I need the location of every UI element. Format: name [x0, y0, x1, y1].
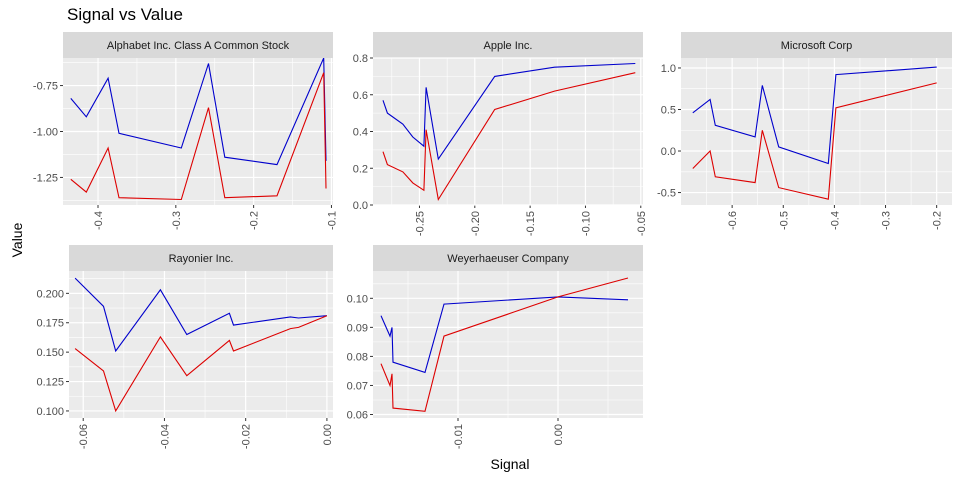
x-tick-label: -0.25: [414, 211, 426, 236]
x-tick-label: -0.5: [778, 211, 790, 230]
facet-strip: [681, 32, 952, 58]
y-tick-label: -0.5: [657, 188, 676, 200]
y-tick-label: 0.175: [36, 318, 64, 330]
series-line: [692, 82, 937, 200]
y-tick-label: -0.75: [33, 81, 58, 93]
facet-title: Rayonier Inc.: [169, 253, 234, 265]
chart-title: Signal vs Value: [67, 5, 183, 24]
y-tick-label: -1.25: [33, 172, 58, 184]
y-tick-label: 0.2: [353, 163, 368, 175]
facet-panel: Alphabet Inc. Class A Common Stock -0.4 -0…: [33, 32, 338, 230]
y-tick-label: 0.200: [36, 288, 64, 300]
y-tick-label: 0.08: [347, 351, 368, 363]
series-line: [692, 66, 937, 165]
series-line: [382, 72, 636, 202]
facet-strip: [373, 32, 643, 58]
x-tick-label: -0.1: [326, 211, 338, 230]
facet-panel: Microsoft Corp -0.6 -0.5 -0.4 -0.3 -0.2 -0.5 0.…: [657, 32, 952, 230]
x-tick-label: -0.10: [580, 211, 592, 236]
series-line: [74, 277, 327, 353]
x-tick-label: -0.2: [932, 211, 944, 230]
facet-strip: [373, 245, 643, 271]
panel-background: [69, 271, 333, 418]
facet-title: Apple Inc.: [484, 40, 533, 52]
facet-title: Microsoft Corp: [781, 40, 853, 52]
x-tick-label: -0.06: [78, 424, 90, 449]
facet-panel: Apple Inc. -0.25 -0.20 -0.15 -0.10 -0.05 0.0 0.…: [353, 32, 648, 236]
y-tick-label: 0.6: [353, 90, 368, 102]
y-tick-label: 0.5: [661, 104, 676, 116]
y-tick-label: 0.07: [347, 380, 368, 392]
y-tick-label: 0.10: [347, 293, 368, 305]
series-line: [70, 58, 327, 166]
y-tick-label: 0.0: [353, 200, 368, 212]
y-tick-label: 0.100: [36, 406, 64, 418]
series-line: [382, 62, 636, 161]
facet-title: Alphabet Inc. Class A Common Stock: [107, 40, 290, 52]
series-line: [74, 315, 328, 413]
x-tick-label: -0.20: [470, 211, 482, 236]
series-line: [70, 72, 327, 201]
y-tick-label: 0.4: [353, 127, 368, 139]
series-line: [380, 296, 629, 374]
facet-strip: [63, 32, 333, 58]
x-axis-label: Signal: [490, 456, 530, 472]
x-tick-label: -0.15: [525, 211, 537, 236]
x-tick-label: -0.02: [241, 424, 253, 449]
x-tick-label: -0.6: [727, 211, 739, 230]
panel-background: [681, 58, 952, 205]
x-tick-label: -0.04: [159, 424, 171, 449]
x-tick-label: -0.3: [171, 211, 183, 230]
y-tick-label: 1.0: [661, 63, 676, 75]
y-tick-label: 0.8: [353, 53, 368, 65]
facet-title: Weyerhaeuser Company: [447, 253, 569, 265]
facet-panel: Rayonier Inc. -0.06 -0.04 -0.02 0.00 0.100 0.1…: [36, 245, 334, 449]
x-tick-label: -0.01: [453, 424, 465, 449]
series-line: [380, 277, 629, 412]
x-tick-label: -0.3: [881, 211, 893, 230]
y-tick-label: 0.0: [661, 146, 676, 158]
x-tick-label: 0.00: [322, 424, 334, 445]
y-tick-label: 0.06: [347, 410, 368, 422]
facet-panel: Weyerhaeuser Company -0.01 0.00 0.06 0.07 0.0…: [347, 245, 643, 449]
x-tick-label: -0.4: [93, 211, 105, 230]
y-tick-label: -1.00: [33, 127, 58, 139]
x-tick-label: -0.05: [636, 211, 648, 236]
x-tick-label: -0.4: [829, 211, 841, 230]
x-tick-label: -0.2: [249, 211, 261, 230]
x-tick-label: 0.00: [553, 424, 565, 445]
y-tick-label: 0.150: [36, 347, 64, 359]
y-tick-label: 0.125: [36, 377, 64, 389]
y-tick-label: 0.09: [347, 322, 368, 334]
facet-strip: [69, 245, 333, 271]
